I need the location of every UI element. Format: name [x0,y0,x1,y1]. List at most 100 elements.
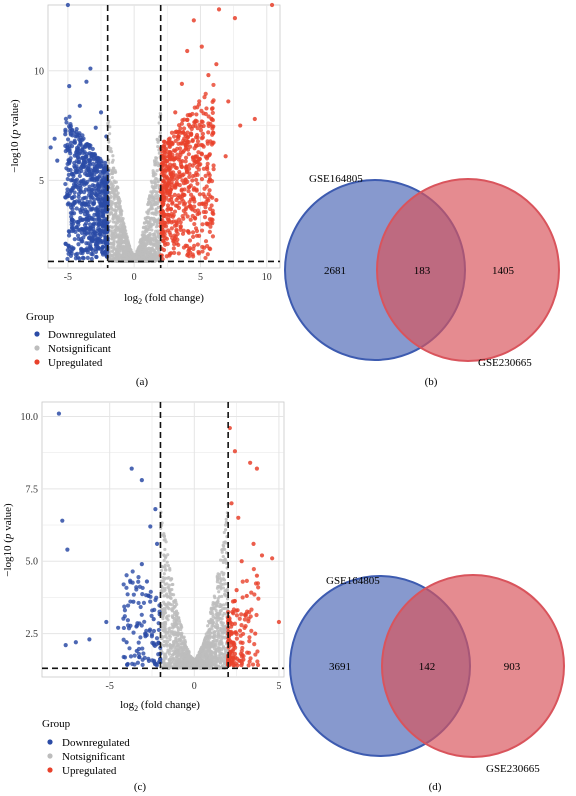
point-downregulated [79,206,85,211]
point-notsignificant [217,649,221,653]
point-upregulated [165,241,170,246]
point-downregulated [72,160,77,166]
point-notsignificant [210,627,214,631]
point-upregulated [251,541,256,546]
point-notsignificant [162,659,166,663]
point-notsignificant [115,216,119,220]
point-notsignificant [170,582,174,587]
point-downregulated [87,215,92,220]
point-upregulated [169,194,174,199]
point-upregulated [182,187,187,192]
point-notsignificant [145,216,149,220]
point-notsignificant [174,618,178,622]
point-upregulated [199,201,204,206]
point-upregulated [236,515,241,520]
point-notsignificant [221,645,226,649]
venn-set-right [376,178,560,362]
legend: Group Downregulated Notsignificant Upreg… [26,311,116,369]
point-notsignificant [175,638,180,642]
point-downregulated [150,608,155,613]
point-notsignificant [156,248,161,252]
point-notsignificant [164,654,168,659]
point-notsignificant [166,630,170,635]
point-upregulated [188,204,193,209]
point-upregulated [238,633,243,638]
point-downregulated [80,217,85,222]
point-downregulated [77,103,82,108]
point-downregulated [96,187,101,192]
point-notsignificant [114,205,118,209]
point-notsignificant [162,623,166,627]
point-upregulated [276,619,282,625]
point-upregulated [237,616,242,621]
point-upregulated [166,206,171,211]
point-notsignificant [174,623,178,627]
point-notsignificant [124,238,128,242]
point-upregulated [208,194,213,199]
point-upregulated [200,249,205,254]
point-upregulated [186,185,191,190]
point-upregulated [210,210,215,216]
point-downregulated [87,637,92,642]
point-downregulated [79,168,84,174]
point-downregulated [68,131,73,136]
point-notsignificant [163,568,167,572]
point-notsignificant [223,558,227,562]
point-notsignificant [168,626,172,630]
point-notsignificant [162,594,166,598]
point-upregulated [226,99,231,104]
point-notsignificant [171,630,175,634]
point-downregulated [92,152,97,157]
point-downregulated [96,239,101,244]
point-notsignificant [165,560,169,564]
point-upregulated [167,230,172,235]
point-upregulated [206,130,211,135]
point-notsignificant [155,191,159,195]
point-notsignificant [147,239,151,243]
point-upregulated [159,230,165,236]
point-upregulated [171,148,177,153]
point-upregulated [249,628,254,633]
point-upregulated [183,143,188,148]
point-notsignificant [156,183,160,187]
point-upregulated [208,224,213,229]
point-upregulated [237,658,242,663]
point-notsignificant [150,181,154,185]
point-downregulated [132,653,137,658]
point-downregulated [63,116,69,121]
point-downregulated [74,126,79,132]
point-notsignificant [115,234,119,238]
point-upregulated [255,659,260,664]
point-downregulated [71,211,77,216]
point-downregulated [96,158,101,163]
point-notsignificant [220,631,224,635]
point-downregulated [74,206,79,211]
point-notsignificant [154,200,158,204]
point-upregulated [209,203,214,208]
point-notsignificant [168,645,173,650]
point-notsignificant [118,242,122,246]
point-notsignificant [116,195,121,199]
point-downregulated [63,181,68,187]
point-upregulated [199,108,204,113]
point-downregulated [139,562,144,567]
point-upregulated [162,197,167,203]
x-tick-label: 5 [276,681,281,692]
point-upregulated [186,122,191,127]
point-notsignificant [159,568,164,573]
x-tick-label: 10 [262,272,272,283]
gridlines [48,5,280,268]
point-upregulated [191,234,196,239]
point-upregulated [196,150,201,155]
point-downregulated [95,163,100,168]
point-notsignificant [129,255,133,259]
point-notsignificant [156,140,160,144]
point-upregulated [169,130,175,135]
point-downregulated [63,127,68,132]
point-upregulated [186,188,191,194]
point-downregulated [86,163,91,169]
point-upregulated [187,174,192,179]
point-downregulated [77,131,82,136]
point-notsignificant [205,640,210,645]
legend-marker-down [34,331,40,337]
